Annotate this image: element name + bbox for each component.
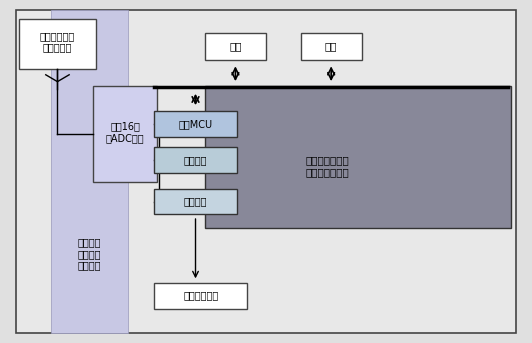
- Text: 灯具: 灯具: [229, 41, 242, 51]
- Bar: [154, 189, 237, 214]
- Bar: [205, 33, 266, 60]
- Bar: [51, 10, 128, 333]
- Text: 通用MCU: 通用MCU: [178, 119, 213, 129]
- Text: 高灵敏、高信
噪比麦克风: 高灵敏、高信 噪比麦克风: [40, 31, 75, 52]
- Bar: [301, 33, 362, 60]
- Bar: [205, 86, 511, 228]
- Text: 多词语音唤醒加
命令词识别引擎: 多词语音唤醒加 命令词识别引擎: [305, 156, 349, 177]
- Text: 独立16位
的ADC芯片: 独立16位 的ADC芯片: [106, 121, 144, 143]
- Bar: [154, 147, 237, 173]
- Bar: [154, 111, 237, 137]
- Text: 外围电路: 外围电路: [184, 155, 207, 165]
- Bar: [154, 283, 247, 309]
- Bar: [93, 86, 157, 182]
- Text: 拨码开关: 拨码开关: [184, 196, 207, 206]
- Text: 选择灯具类型: 选择灯具类型: [183, 291, 219, 301]
- Bar: [19, 19, 96, 69]
- Text: 普通麦克
风及信号
处理电路: 普通麦克 风及信号 处理电路: [78, 237, 101, 270]
- Text: 灯具: 灯具: [325, 41, 337, 51]
